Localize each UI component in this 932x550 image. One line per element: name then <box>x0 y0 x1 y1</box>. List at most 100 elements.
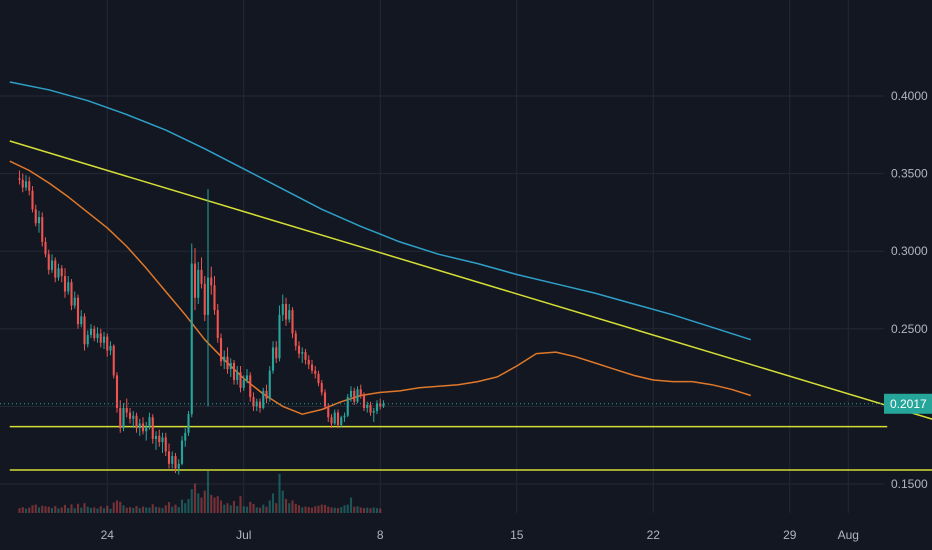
candle-body[interactable] <box>96 333 99 339</box>
candle-body[interactable] <box>47 254 50 270</box>
candle-body[interactable] <box>249 375 252 398</box>
candle-body[interactable] <box>353 390 356 402</box>
candle-body[interactable] <box>102 336 106 343</box>
candle-body[interactable] <box>18 178 21 180</box>
candle-body[interactable] <box>141 423 145 432</box>
candle-body[interactable] <box>31 190 34 210</box>
candle-body[interactable] <box>132 415 135 419</box>
candle-body[interactable] <box>369 404 372 413</box>
candle-body[interactable] <box>271 347 275 371</box>
candle-body[interactable] <box>346 397 349 416</box>
candle-body[interactable] <box>112 345 115 376</box>
candle-body[interactable] <box>252 397 255 407</box>
candle-body[interactable] <box>167 451 171 464</box>
candle-body[interactable] <box>70 282 73 306</box>
candle-body[interactable] <box>34 209 37 224</box>
candle-body[interactable] <box>314 370 317 374</box>
candle-body[interactable] <box>219 338 223 362</box>
candle-body[interactable] <box>197 269 200 298</box>
candle-body[interactable] <box>37 217 41 224</box>
candle-body[interactable] <box>148 417 151 427</box>
candle-body[interactable] <box>21 179 24 188</box>
candle-body[interactable] <box>297 345 301 354</box>
candle-body[interactable] <box>60 268 63 277</box>
candle-body[interactable] <box>125 407 128 413</box>
candle-body[interactable] <box>349 390 353 398</box>
candlesticks[interactable] <box>18 170 385 475</box>
candle-body[interactable] <box>158 435 161 443</box>
candle-body[interactable] <box>317 373 320 384</box>
candle-body[interactable] <box>93 328 96 339</box>
candle-body[interactable] <box>164 437 167 452</box>
candle-body[interactable] <box>362 395 366 408</box>
candle-body[interactable] <box>336 412 340 426</box>
candle-body[interactable] <box>99 333 102 343</box>
candle-body[interactable] <box>83 316 86 345</box>
candle-body[interactable] <box>109 345 112 351</box>
candle-body[interactable] <box>310 364 314 371</box>
candle-body[interactable] <box>294 333 297 346</box>
candle-body[interactable] <box>171 456 174 464</box>
candle-body[interactable] <box>115 375 119 408</box>
candle-body[interactable] <box>154 435 158 439</box>
candle-body[interactable] <box>161 437 164 443</box>
candle-body[interactable] <box>128 412 132 419</box>
candle-body[interactable] <box>76 297 80 325</box>
candle-body[interactable] <box>366 404 369 408</box>
candle-body[interactable] <box>180 440 184 464</box>
candle-body[interactable] <box>281 303 284 315</box>
candle-body[interactable] <box>375 403 379 412</box>
candle-body[interactable] <box>258 401 262 408</box>
candle-body[interactable] <box>216 310 219 339</box>
candle-body[interactable] <box>177 463 180 469</box>
candle-body[interactable] <box>229 362 232 370</box>
candle-body[interactable] <box>284 303 288 320</box>
candle-body[interactable] <box>343 415 346 418</box>
candle-body[interactable] <box>200 269 203 284</box>
candle-body[interactable] <box>67 282 70 292</box>
candle-body[interactable] <box>288 310 291 320</box>
candle-body[interactable] <box>135 415 138 429</box>
candle-body[interactable] <box>278 314 281 359</box>
candle-body[interactable] <box>262 390 265 408</box>
candle-body[interactable] <box>333 412 336 424</box>
candle-body[interactable] <box>323 392 327 407</box>
candle-body[interactable] <box>73 297 76 306</box>
candle-body[interactable] <box>307 359 310 365</box>
candle-body[interactable] <box>145 426 148 432</box>
candle-body[interactable] <box>372 411 375 413</box>
candle-body[interactable] <box>330 417 333 424</box>
candle-body[interactable] <box>187 414 190 433</box>
candle-body[interactable] <box>327 406 330 418</box>
candle-body[interactable] <box>203 283 206 315</box>
candle-body[interactable] <box>50 260 54 270</box>
candle-body[interactable] <box>28 181 31 191</box>
candle-body[interactable] <box>239 372 242 388</box>
candle-body[interactable] <box>24 181 28 188</box>
candle-body[interactable] <box>63 276 67 292</box>
candle-body[interactable] <box>54 260 57 278</box>
candle-body[interactable] <box>151 417 154 439</box>
candle-body[interactable] <box>275 347 278 359</box>
candle-body[interactable] <box>190 263 193 415</box>
candle-body[interactable] <box>232 362 236 381</box>
candle-body[interactable] <box>174 456 177 469</box>
candle-body[interactable] <box>206 277 210 315</box>
candle-body[interactable] <box>193 263 197 298</box>
candle-body[interactable] <box>291 310 294 334</box>
candle-body[interactable] <box>359 389 362 396</box>
candle-body[interactable] <box>265 390 268 399</box>
candle-body[interactable] <box>138 423 141 429</box>
candle-body[interactable] <box>184 432 187 441</box>
candle-body[interactable] <box>89 328 93 336</box>
candle-body[interactable] <box>245 375 249 381</box>
candle-body[interactable] <box>320 383 323 393</box>
candle-body[interactable] <box>223 356 226 362</box>
candle-body[interactable] <box>340 417 343 426</box>
candle-body[interactable] <box>80 316 83 325</box>
candle-body[interactable] <box>213 285 216 311</box>
candle-body[interactable] <box>122 407 125 429</box>
candle-body[interactable] <box>119 407 122 429</box>
candle-body[interactable] <box>236 372 239 381</box>
